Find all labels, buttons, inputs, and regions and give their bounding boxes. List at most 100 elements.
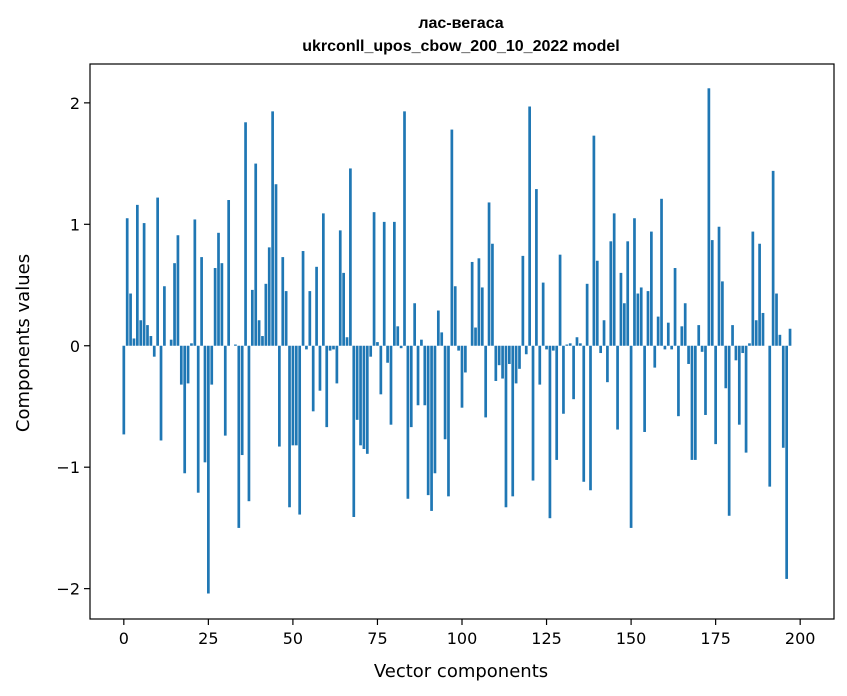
bar-124 [541, 282, 545, 346]
bar-111 [497, 345, 501, 366]
bar-47 [281, 257, 285, 346]
bar-100 [460, 345, 464, 408]
bar-64 [338, 230, 342, 346]
chart-title-line2: ukrconll_upos_cbow_200_10_2022 model [302, 38, 619, 55]
bar-0 [122, 345, 126, 435]
bar-115 [511, 345, 515, 497]
bar-93 [436, 310, 440, 346]
bar-77 [382, 221, 386, 346]
bar-30 [223, 345, 227, 436]
bar-55 [308, 291, 312, 346]
x-tick-label-4: 100 [447, 629, 478, 648]
bar-155 [646, 291, 650, 346]
bar-97 [450, 129, 454, 346]
bar-114 [507, 345, 511, 364]
bar-194 [778, 334, 782, 346]
bar-44 [271, 111, 274, 346]
bar-26 [210, 345, 214, 385]
bar-101 [464, 345, 467, 373]
bar-68 [352, 345, 356, 517]
bar-87 [416, 345, 420, 406]
bar-50 [291, 345, 295, 446]
chart-title-line1: лас-вегаса [418, 15, 503, 32]
bar-31 [227, 200, 231, 346]
bar-54 [305, 345, 308, 350]
bar-78 [386, 345, 389, 363]
bar-57 [315, 266, 318, 346]
x-axis-ticks: 0 25 50 75 100 125 150 175 200 [119, 619, 815, 648]
bar-71 [362, 345, 366, 449]
y-tick-label-1: −1 [56, 458, 80, 477]
bars-group [122, 88, 792, 594]
bar-14 [169, 339, 173, 346]
bar-1 [125, 218, 129, 346]
bar-49 [288, 345, 291, 508]
bar-45 [274, 184, 278, 346]
bar-5 [139, 320, 143, 346]
y-axis-ticks: −2 −1 0 1 2 [56, 94, 90, 599]
bar-185 [748, 343, 751, 346]
bar-42 [264, 283, 268, 346]
bar-188 [758, 243, 761, 346]
bar-117 [518, 345, 521, 369]
bar-113 [504, 345, 508, 508]
bar-28 [217, 232, 220, 346]
bar-157 [653, 345, 657, 368]
bar-58 [318, 345, 322, 391]
bar-22 [196, 345, 200, 493]
bar-127 [551, 345, 555, 351]
bar-6 [142, 223, 146, 346]
bar-17 [179, 345, 183, 385]
bar-145 [612, 213, 616, 346]
bar-56 [311, 345, 315, 412]
bar-193 [775, 293, 778, 346]
bar-52 [298, 345, 302, 515]
bar-160 [663, 345, 667, 350]
bar-94 [440, 332, 444, 346]
bar-24 [203, 345, 207, 463]
bar-174 [710, 240, 714, 346]
bar-27 [213, 268, 217, 346]
bar-170 [697, 325, 701, 346]
bar-195 [781, 345, 785, 448]
bar-53 [301, 251, 305, 346]
bar-21 [193, 219, 197, 346]
bar-138 [589, 345, 592, 491]
bar-40 [257, 320, 261, 346]
bar-84 [406, 345, 410, 499]
y-tick-label-4: 2 [70, 94, 80, 113]
bar-121 [531, 345, 535, 481]
bar-120 [528, 106, 531, 346]
bar-151 [633, 218, 636, 346]
bar-196 [785, 345, 789, 579]
bar-39 [254, 163, 258, 346]
bar-98 [453, 286, 457, 346]
bar-187 [754, 320, 758, 346]
bar-43 [267, 247, 271, 346]
bar-178 [724, 345, 728, 389]
bar-149 [626, 241, 630, 346]
bar-136 [582, 345, 586, 482]
x-tick-label-1: 25 [198, 629, 218, 648]
bar-62 [332, 345, 335, 350]
bar-137 [585, 283, 589, 346]
bar-131 [565, 344, 569, 346]
bar-163 [673, 268, 677, 346]
bar-38 [250, 289, 254, 346]
bar-90 [426, 345, 430, 496]
bar-107 [484, 345, 488, 418]
bar-125 [545, 345, 548, 350]
bar-70 [359, 345, 362, 446]
bar-33 [234, 344, 237, 346]
bar-176 [717, 226, 721, 346]
bar-76 [379, 345, 383, 395]
bar-184 [744, 345, 748, 453]
bar-106 [480, 287, 484, 346]
bar-164 [677, 345, 680, 417]
bar-60 [325, 345, 329, 428]
bar-186 [751, 231, 755, 346]
bar-11 [159, 345, 163, 441]
bar-3 [132, 338, 136, 346]
bar-133 [572, 345, 575, 400]
bar-61 [328, 345, 332, 351]
